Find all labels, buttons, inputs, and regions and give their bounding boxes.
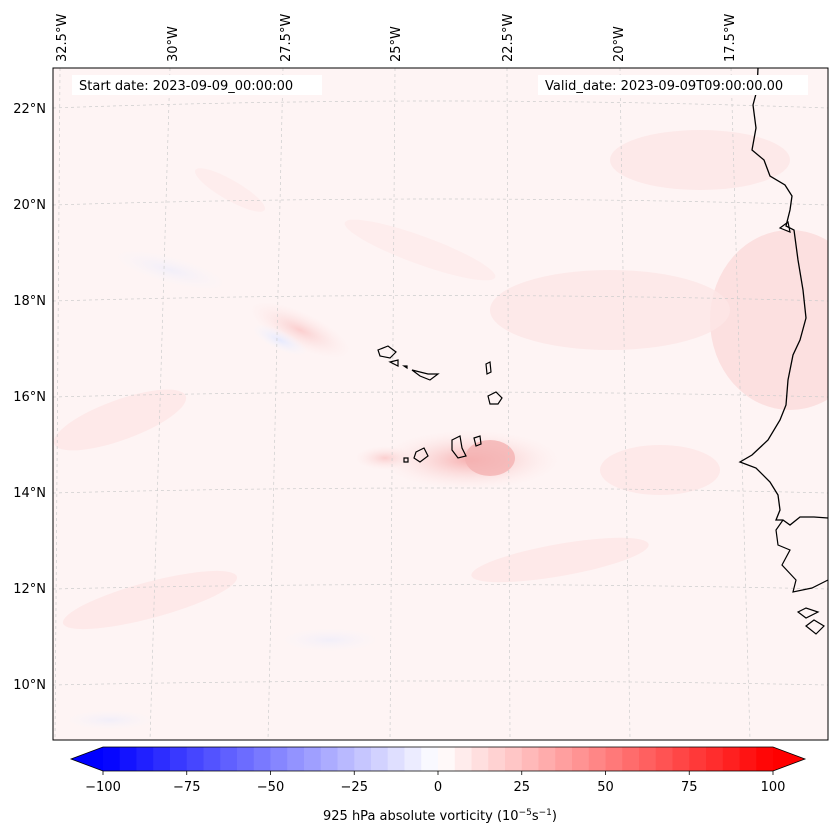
map-panel: Start date: 2023-09-09_00:00:00 Valid_da… — [52, 67, 829, 741]
valid-date-box — [538, 75, 808, 95]
island-fogo — [413, 447, 429, 463]
colorbar-segment — [371, 747, 389, 771]
colorbar: −100 −75 −50 −25 0 25 50 75 100 925 hPa … — [69, 746, 807, 824]
colorbar-segment — [337, 747, 355, 771]
colorbar-segment — [572, 747, 590, 771]
colorbar-extend-min — [71, 747, 103, 771]
colorbar-tick-label: 75 — [681, 780, 698, 795]
colorbar-segment — [488, 747, 506, 771]
lon-label: 20°W — [612, 26, 627, 62]
colorbar-tick-label: 0 — [434, 780, 442, 795]
colorbar-segment — [354, 747, 372, 771]
lat-label: 10°N — [13, 678, 46, 693]
colorbar-tick-labels: −100 −75 −50 −25 0 25 50 75 100 — [85, 780, 785, 795]
graticule — [53, 68, 828, 740]
colorbar-segment — [622, 747, 640, 771]
island-sao-nicolau — [411, 369, 440, 381]
start-date-box — [72, 75, 322, 95]
island-santa-luzia — [402, 365, 408, 370]
colorbar-tick-label: −50 — [257, 780, 284, 795]
lon-label: 22.5°W — [501, 14, 516, 62]
island-maio — [473, 435, 482, 447]
colorbar-segment — [119, 747, 137, 771]
colorbar-segment — [689, 747, 707, 771]
colorbar-segment — [237, 747, 255, 771]
lat-labels: 22°N 20°N 18°N 16°N 14°N 12°N 10°N — [13, 102, 46, 693]
lon-labels: 32.5°W 30°W 27.5°W 25°W 22.5°W 20°W 17.5… — [55, 14, 738, 62]
colorbar-segment — [170, 747, 188, 771]
colorbar-segment — [203, 747, 221, 771]
colorbar-segment — [722, 747, 740, 771]
colorbar-segment — [103, 747, 121, 771]
colorbar-ticks — [102, 771, 774, 775]
lon-label: 17.5°W — [723, 14, 738, 62]
lat-label: 18°N — [13, 294, 46, 309]
colorbar-tick-label: 100 — [761, 780, 786, 795]
colorbar-segment — [521, 747, 539, 771]
lon-label: 25°W — [389, 26, 404, 62]
colorbar-segment — [220, 747, 238, 771]
africa-coastline — [738, 68, 828, 526]
colorbar-label: 925 hPa absolute vorticity (10−5s−1) — [323, 808, 557, 824]
colorbar-segment — [555, 747, 573, 771]
island-santo-antao — [377, 345, 397, 359]
colorbar-segment — [153, 747, 171, 771]
colorbar-segment — [186, 747, 204, 771]
colorbar-segment — [672, 747, 690, 771]
lon-label: 32.5°W — [55, 14, 70, 62]
colorbar-segment — [639, 747, 657, 771]
island-sao-vicente — [388, 359, 399, 367]
colorbar-segment — [253, 747, 271, 771]
lat-label: 14°N — [13, 486, 46, 501]
colorbar-tick-label: 50 — [597, 780, 614, 795]
colorbar-segment — [756, 747, 774, 771]
colorbar-segment — [605, 747, 623, 771]
island-santiago — [451, 435, 467, 459]
lat-label: 12°N — [13, 582, 46, 597]
lat-label: 22°N — [13, 102, 46, 117]
map-frame — [52, 67, 829, 741]
colorbar-segment — [538, 747, 556, 771]
lon-label: 27.5°W — [279, 14, 294, 62]
colorbar-tick-label: 25 — [513, 780, 530, 795]
island-sal — [485, 361, 492, 375]
colorbar-segments — [71, 747, 805, 771]
colorbar-segment — [588, 747, 606, 771]
island-boa-vista — [487, 391, 503, 405]
colorbar-segment — [739, 747, 757, 771]
colorbar-segment — [505, 747, 523, 771]
start-date-label: Start date: 2023-09-09_00:00:00 — [79, 79, 293, 94]
lat-label: 16°N — [13, 390, 46, 405]
colorbar-tick-label: −25 — [341, 780, 368, 795]
colorbar-segment — [655, 747, 673, 771]
colorbar-extend-max — [773, 747, 805, 771]
cape-verde-islands — [377, 345, 503, 463]
colorbar-tick-label: −100 — [85, 780, 121, 795]
colorbar-segment — [136, 747, 154, 771]
colorbar-tick-label: −75 — [173, 780, 200, 795]
colorbar-segment — [387, 747, 405, 771]
colorbar-segment — [404, 747, 422, 771]
colorbar-segment — [270, 747, 288, 771]
colorbar-segment — [438, 747, 456, 771]
colorbar-segment — [471, 747, 489, 771]
colorbar-segment — [304, 747, 322, 771]
island-brava — [403, 457, 409, 463]
colorbar-segment — [421, 747, 439, 771]
colorbar-segment — [706, 747, 724, 771]
lon-label: 30°W — [166, 26, 181, 62]
valid-date-label: Valid_date: 2023-09-09T09:00:00.00 — [545, 79, 783, 94]
colorbar-segment — [454, 747, 472, 771]
vorticity-field — [53, 130, 828, 730]
colorbar-segment — [320, 747, 338, 771]
lat-label: 20°N — [13, 198, 46, 213]
colorbar-segment — [287, 747, 305, 771]
